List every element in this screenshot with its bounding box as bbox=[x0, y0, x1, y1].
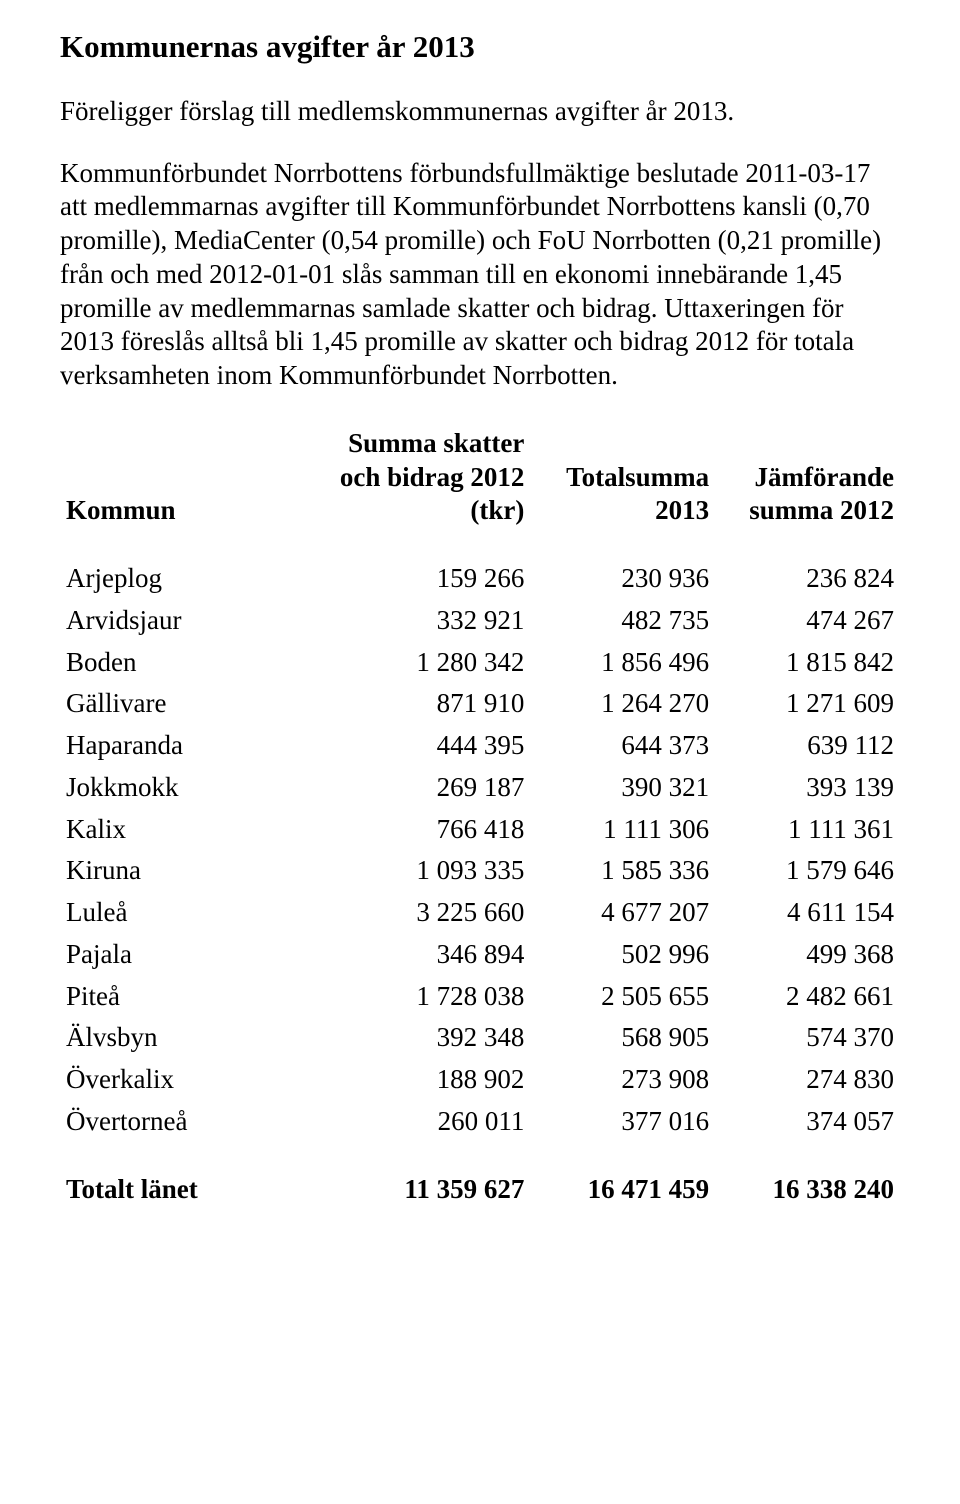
table-row: Gällivare871 9101 264 2701 271 609 bbox=[60, 683, 900, 725]
cell-total: 1 264 270 bbox=[530, 683, 715, 725]
cell-total: 502 996 bbox=[530, 934, 715, 976]
cell-kommun: Piteå bbox=[60, 976, 295, 1018]
cell-jamf: 4 611 154 bbox=[715, 892, 900, 934]
cell-jamf: 2 482 661 bbox=[715, 976, 900, 1018]
cell-skatter: 3 225 660 bbox=[295, 892, 530, 934]
cell-skatter: 871 910 bbox=[295, 683, 530, 725]
th-skatter-l1: Summa skatter bbox=[348, 428, 524, 458]
table-row: Piteå1 728 0382 505 6552 482 661 bbox=[60, 976, 900, 1018]
cell-skatter: 188 902 bbox=[295, 1059, 530, 1101]
cell-total: 273 908 bbox=[530, 1059, 715, 1101]
th-skatter: Summa skatter och bidrag 2012 (tkr) bbox=[295, 423, 530, 532]
table-row: Kiruna1 093 3351 585 3361 579 646 bbox=[60, 850, 900, 892]
cell-total: 377 016 bbox=[530, 1101, 715, 1143]
cell-skatter: 260 011 bbox=[295, 1101, 530, 1143]
table-row: Jokkmokk269 187390 321393 139 bbox=[60, 767, 900, 809]
table-row: Pajala346 894502 996499 368 bbox=[60, 934, 900, 976]
table-header: Kommun Summa skatter och bidrag 2012 (tk… bbox=[60, 423, 900, 532]
cell-kommun: Arvidsjaur bbox=[60, 600, 295, 642]
intro-paragraph: Föreligger förslag till medlemskommunern… bbox=[60, 95, 900, 129]
cell-kommun: Älvsbyn bbox=[60, 1017, 295, 1059]
th-total: Totalsumma 2013 bbox=[530, 423, 715, 532]
totals-total: 16 471 459 bbox=[530, 1169, 715, 1211]
cell-total: 1 585 336 bbox=[530, 850, 715, 892]
cell-jamf: 236 824 bbox=[715, 558, 900, 600]
th-jamf-l2: summa 2012 bbox=[749, 495, 894, 525]
th-kommun: Kommun bbox=[60, 423, 295, 532]
cell-kommun: Arjeplog bbox=[60, 558, 295, 600]
cell-total: 1 856 496 bbox=[530, 642, 715, 684]
cell-kommun: Övertorneå bbox=[60, 1101, 295, 1143]
cell-kommun: Gällivare bbox=[60, 683, 295, 725]
cell-jamf: 499 368 bbox=[715, 934, 900, 976]
table-body: Arjeplog159 266230 936236 824Arvidsjaur3… bbox=[60, 558, 900, 1143]
document-page: Kommunernas avgifter år 2013 Föreligger … bbox=[0, 0, 960, 1504]
cell-jamf: 1 111 361 bbox=[715, 809, 900, 851]
totals-jamf: 16 338 240 bbox=[715, 1169, 900, 1211]
cell-jamf: 1 579 646 bbox=[715, 850, 900, 892]
th-skatter-l2: och bidrag 2012 bbox=[340, 462, 525, 492]
cell-total: 230 936 bbox=[530, 558, 715, 600]
cell-skatter: 1 728 038 bbox=[295, 976, 530, 1018]
cell-total: 2 505 655 bbox=[530, 976, 715, 1018]
cell-skatter: 269 187 bbox=[295, 767, 530, 809]
cell-skatter: 159 266 bbox=[295, 558, 530, 600]
th-jamf: Jämförande summa 2012 bbox=[715, 423, 900, 532]
totals-row: Totalt länet 11 359 627 16 471 459 16 33… bbox=[60, 1169, 900, 1211]
cell-jamf: 1 271 609 bbox=[715, 683, 900, 725]
cell-kommun: Pajala bbox=[60, 934, 295, 976]
fees-table: Kommun Summa skatter och bidrag 2012 (tk… bbox=[60, 423, 900, 1211]
table-row: Arjeplog159 266230 936236 824 bbox=[60, 558, 900, 600]
cell-kommun: Boden bbox=[60, 642, 295, 684]
cell-total: 390 321 bbox=[530, 767, 715, 809]
th-total-l1: Totalsumma bbox=[566, 462, 709, 492]
totals-skatter: 11 359 627 bbox=[295, 1169, 530, 1211]
cell-skatter: 1 280 342 bbox=[295, 642, 530, 684]
cell-skatter: 332 921 bbox=[295, 600, 530, 642]
cell-total: 568 905 bbox=[530, 1017, 715, 1059]
cell-total: 1 111 306 bbox=[530, 809, 715, 851]
table-row: Luleå3 225 6604 677 2074 611 154 bbox=[60, 892, 900, 934]
cell-jamf: 1 815 842 bbox=[715, 642, 900, 684]
cell-kommun: Luleå bbox=[60, 892, 295, 934]
cell-jamf: 574 370 bbox=[715, 1017, 900, 1059]
totals-kommun: Totalt länet bbox=[60, 1169, 295, 1211]
cell-skatter: 1 093 335 bbox=[295, 850, 530, 892]
cell-kommun: Överkalix bbox=[60, 1059, 295, 1101]
cell-skatter: 444 395 bbox=[295, 725, 530, 767]
table-row: Övertorneå260 011377 016374 057 bbox=[60, 1101, 900, 1143]
cell-kommun: Haparanda bbox=[60, 725, 295, 767]
page-title: Kommunernas avgifter år 2013 bbox=[60, 28, 900, 67]
table-row: Arvidsjaur332 921482 735474 267 bbox=[60, 600, 900, 642]
cell-total: 4 677 207 bbox=[530, 892, 715, 934]
table-row: Haparanda444 395644 373639 112 bbox=[60, 725, 900, 767]
cell-total: 482 735 bbox=[530, 600, 715, 642]
th-total-l2: 2013 bbox=[655, 495, 709, 525]
cell-skatter: 392 348 bbox=[295, 1017, 530, 1059]
cell-jamf: 393 139 bbox=[715, 767, 900, 809]
cell-jamf: 474 267 bbox=[715, 600, 900, 642]
cell-jamf: 374 057 bbox=[715, 1101, 900, 1143]
cell-kommun: Kalix bbox=[60, 809, 295, 851]
table-totals: Totalt länet 11 359 627 16 471 459 16 33… bbox=[60, 1169, 900, 1211]
cell-skatter: 346 894 bbox=[295, 934, 530, 976]
table-row: Älvsbyn392 348568 905574 370 bbox=[60, 1017, 900, 1059]
table-row: Boden1 280 3421 856 4961 815 842 bbox=[60, 642, 900, 684]
cell-skatter: 766 418 bbox=[295, 809, 530, 851]
cell-kommun: Jokkmokk bbox=[60, 767, 295, 809]
body-paragraph: Kommunförbundet Norrbottens förbundsfull… bbox=[60, 157, 900, 393]
th-jamf-l1: Jämförande bbox=[755, 462, 894, 492]
table-row: Överkalix188 902273 908274 830 bbox=[60, 1059, 900, 1101]
table-row: Kalix766 4181 111 3061 111 361 bbox=[60, 809, 900, 851]
cell-total: 644 373 bbox=[530, 725, 715, 767]
cell-jamf: 639 112 bbox=[715, 725, 900, 767]
cell-kommun: Kiruna bbox=[60, 850, 295, 892]
cell-jamf: 274 830 bbox=[715, 1059, 900, 1101]
th-skatter-l3: (tkr) bbox=[470, 495, 524, 525]
